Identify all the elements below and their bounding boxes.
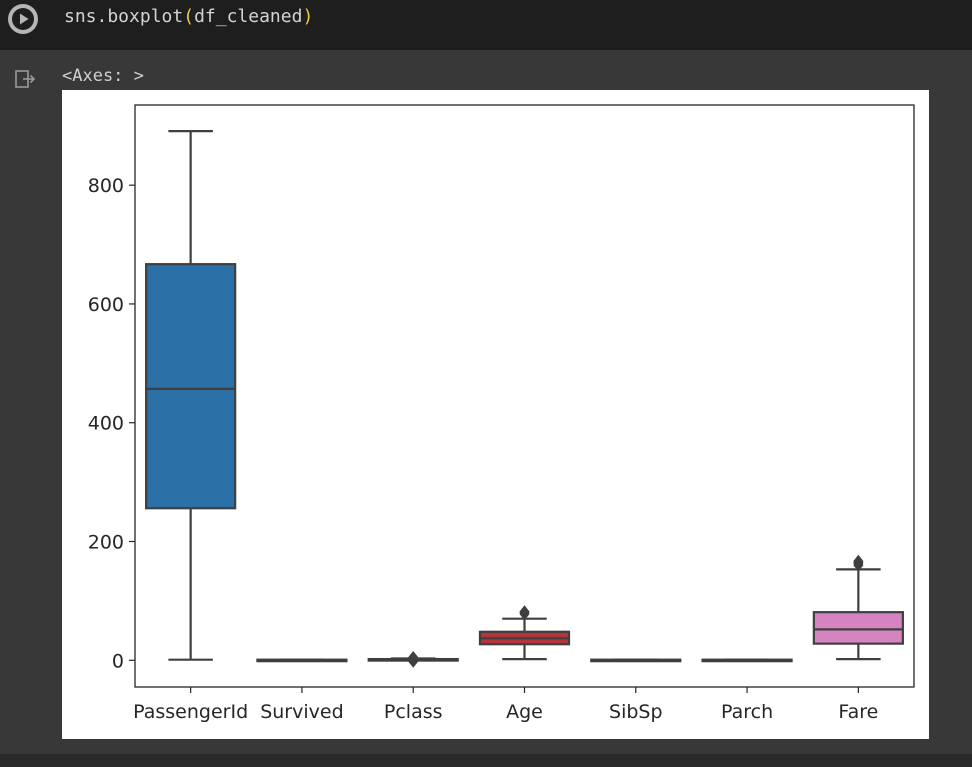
y-tick-label: 0 [112, 650, 124, 672]
code-close-paren: ) [302, 6, 314, 27]
boxes [145, 130, 904, 668]
box-passengerid [145, 130, 237, 661]
output-area: <Axes: > 0 200 400 600 800 PassengerId Surviv… [0, 50, 972, 754]
code-cell[interactable]: sns.boxplot(df_cleaned) [0, 0, 972, 50]
x-tick-label-survived: Survived [260, 701, 343, 723]
y-axis: 0 200 400 600 800 [88, 175, 135, 672]
code-function: sns.boxplot [64, 6, 184, 27]
box-fare [812, 554, 904, 661]
outlier-point [519, 605, 530, 618]
footer-bar [0, 754, 972, 767]
code-open-paren: ( [183, 6, 195, 27]
x-axis: PassengerId Survived Pclass Age SibSp Parch Fa… [133, 687, 878, 723]
x-tick-label-fare: Fare [838, 701, 878, 723]
box-sibsp [590, 658, 682, 663]
x-tick-label-parch: Parch [721, 701, 773, 723]
outlier-point [408, 651, 419, 664]
box-survived [256, 658, 348, 663]
x-tick-label-sibsp: SibSp [609, 701, 663, 723]
y-tick-label: 400 [88, 413, 124, 435]
output-text: <Axes: > [62, 66, 144, 86]
box-age [478, 605, 571, 661]
box-parch [701, 658, 793, 663]
code-line[interactable]: sns.boxplot(df_cleaned) [64, 6, 313, 27]
y-tick-label: 600 [88, 294, 124, 316]
output-redirect-icon[interactable] [14, 68, 36, 90]
box-body [145, 263, 237, 510]
x-tick-label-age: Age [506, 701, 543, 723]
plot-area [134, 104, 915, 688]
x-tick-label-passengerid: PassengerId [133, 701, 248, 723]
play-icon [12, 8, 34, 30]
code-argument: df_cleaned [194, 6, 303, 27]
outlier-point [853, 554, 864, 568]
run-cell-button[interactable] [8, 4, 38, 34]
x-tick-label-pclass: Pclass [384, 701, 443, 723]
boxplot-figure: 0 200 400 600 800 PassengerId Survived Pclass A… [62, 90, 929, 739]
y-tick-label: 800 [88, 175, 124, 197]
boxplot-chart: 0 200 400 600 800 PassengerId Survived Pclass A… [88, 104, 915, 723]
box-body [812, 611, 904, 645]
y-tick-label: 200 [88, 532, 124, 554]
box-pclass [367, 651, 459, 668]
